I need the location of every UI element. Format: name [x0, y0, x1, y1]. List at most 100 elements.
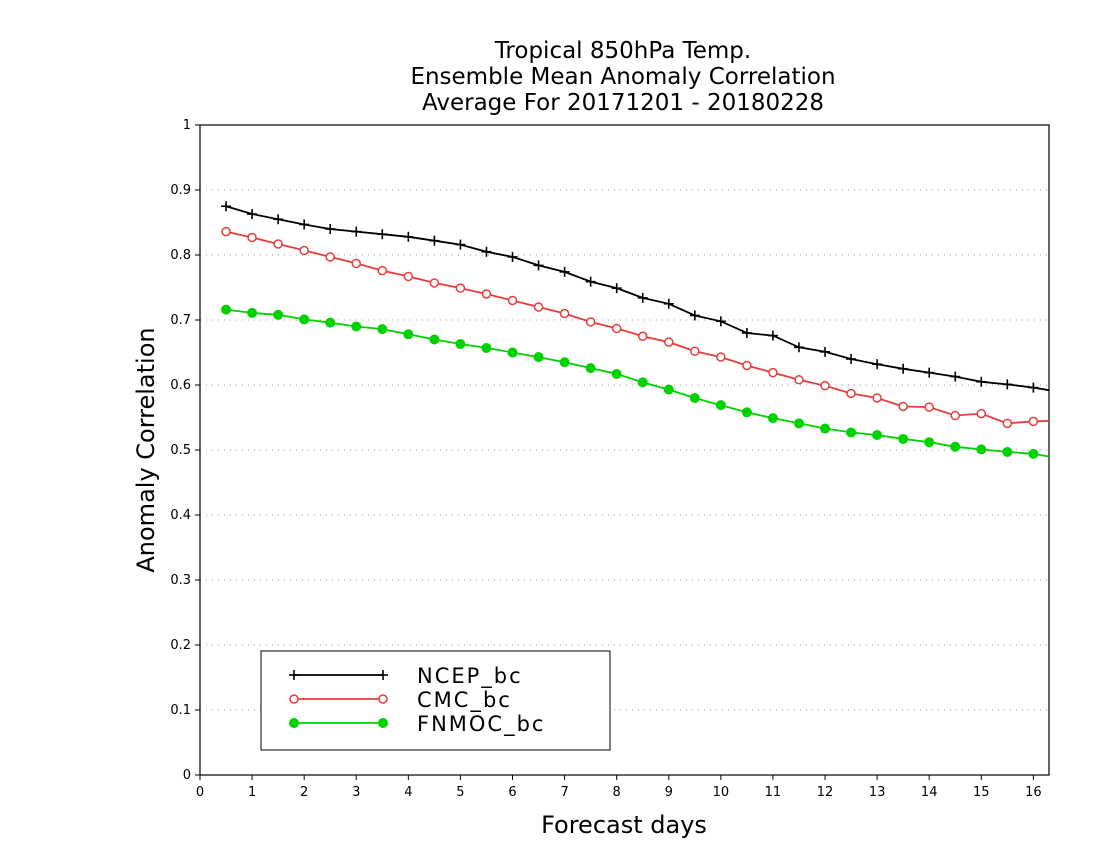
x-axis-label: Forecast days	[541, 811, 707, 839]
y-tick-label: 0	[183, 768, 191, 783]
data-point-cmc-bc	[507, 295, 518, 306]
data-point-fnmoc-bc	[1028, 448, 1039, 459]
data-point-ncep-bc	[976, 376, 987, 387]
series-line-ncep-bc	[225, 205, 1050, 392]
data-point-fnmoc-bc	[429, 334, 440, 345]
data-point-ncep-bc	[793, 342, 804, 353]
x-tick-label: 8	[613, 785, 621, 800]
data-point-ncep-bc	[872, 359, 883, 370]
data-point-fnmoc-bc	[403, 329, 414, 340]
data-point-cmc-bc	[742, 360, 752, 371]
data-point-ncep-bc	[820, 346, 831, 357]
data-point-fnmoc-bc	[481, 342, 492, 353]
data-point-cmc-bc	[429, 278, 440, 288]
data-point-cmc-bc	[768, 367, 778, 378]
data-point-fnmoc-bc	[299, 314, 310, 325]
x-tick-label: 12	[817, 785, 834, 800]
x-tick-label: 15	[973, 785, 990, 800]
data-point-ncep-bc	[846, 354, 857, 364]
series-group	[221, 201, 1050, 459]
legend-marker	[378, 718, 388, 728]
data-point-fnmoc-bc	[247, 307, 258, 318]
data-point-ncep-bc	[1028, 382, 1039, 393]
data-point-cmc-bc	[585, 317, 596, 327]
data-point-ncep-bc	[715, 316, 726, 327]
y-tick-label: 0.2	[170, 638, 191, 653]
y-tick-label: 1	[183, 118, 191, 133]
data-point-cmc-bc	[299, 245, 309, 256]
data-point-fnmoc-bc	[663, 384, 674, 395]
data-point-cmc-bc	[1002, 418, 1013, 429]
y-tick-label: 0.3	[170, 573, 191, 588]
x-axis: 0 1 2 3 4 5 6 7 8 9 10 11 12 13 14 15 16	[196, 775, 1042, 800]
legend-item-fnmoc-bc: FNMOC_bc	[289, 712, 545, 737]
data-point-cmc-bc	[950, 410, 960, 421]
legend-label: NCEP_bc	[417, 664, 523, 689]
data-point-ncep-bc	[377, 229, 388, 240]
data-point-fnmoc-bc	[637, 377, 648, 388]
y-tick-label: 0.4	[170, 508, 191, 523]
data-point-fnmoc-bc	[976, 444, 987, 455]
data-point-cmc-bc	[1028, 416, 1039, 427]
series-line-fnmoc-bc	[225, 308, 1050, 458]
y-tick-label: 0.1	[170, 703, 191, 718]
data-point-fnmoc-bc	[455, 339, 466, 350]
x-tick-label: 7	[560, 785, 568, 800]
title-line-2: Ensemble Mean Anomaly Correlation	[410, 64, 835, 90]
data-point-ncep-bc	[924, 367, 935, 378]
legend-box	[260, 650, 611, 751]
data-point-cmc-bc	[481, 289, 492, 299]
data-point-fnmoc-bc	[689, 393, 700, 403]
data-point-fnmoc-bc	[767, 413, 778, 424]
legend-item-ncep-bc: NCEP_bc	[289, 664, 523, 689]
data-point-fnmoc-bc	[924, 437, 935, 448]
data-point-fnmoc-bc	[872, 430, 883, 441]
series-fnmoc-bc	[221, 304, 1050, 459]
gridlines	[200, 189, 1049, 711]
x-tick-label: 1	[248, 785, 256, 800]
data-point-cmc-bc	[716, 352, 726, 362]
data-point-ncep-bc	[559, 266, 570, 277]
data-point-cmc-bc	[377, 265, 388, 276]
series-ncep-bc	[221, 201, 1050, 393]
x-tick-label: 14	[921, 785, 938, 800]
data-point-ncep-bc	[403, 231, 414, 242]
data-point-fnmoc-bc	[611, 368, 622, 379]
x-tick-label: 16	[1025, 785, 1042, 800]
x-tick-label: 2	[300, 785, 308, 800]
legend-label: FNMOC_bc	[417, 712, 545, 737]
data-point-fnmoc-bc	[273, 309, 284, 320]
data-point-fnmoc-bc	[221, 304, 232, 315]
data-point-ncep-bc	[299, 219, 310, 230]
data-point-cmc-bc	[455, 283, 466, 293]
y-tick-label: 0.5	[170, 443, 191, 458]
legend-marker	[289, 718, 299, 728]
data-point-ncep-bc	[585, 276, 596, 287]
data-point-ncep-bc	[273, 214, 284, 225]
data-point-ncep-bc	[247, 209, 258, 220]
y-tick-label: 0.7	[170, 313, 191, 328]
x-tick-label: 9	[665, 785, 673, 800]
x-tick-label: 6	[508, 785, 516, 800]
data-point-cmc-bc	[273, 239, 283, 249]
data-point-ncep-bc	[351, 226, 362, 237]
data-point-cmc-bc	[898, 401, 908, 412]
data-point-fnmoc-bc	[846, 427, 857, 438]
data-point-cmc-bc	[637, 331, 648, 341]
data-point-cmc-bc	[690, 346, 700, 356]
data-point-ncep-bc	[1002, 379, 1013, 390]
data-point-ncep-bc	[455, 239, 466, 250]
data-point-cmc-bc	[846, 388, 856, 399]
data-point-fnmoc-bc	[377, 324, 388, 335]
data-point-cmc-bc	[559, 308, 570, 319]
data-point-ncep-bc	[741, 328, 752, 338]
legend-label: CMC_bc	[417, 688, 512, 713]
x-tick-label: 3	[352, 785, 360, 800]
data-point-fnmoc-bc	[507, 347, 518, 358]
data-point-fnmoc-bc	[820, 423, 831, 434]
x-tick-label: 13	[869, 785, 886, 800]
data-point-fnmoc-bc	[351, 321, 362, 332]
x-tick-label: 10	[713, 785, 730, 800]
